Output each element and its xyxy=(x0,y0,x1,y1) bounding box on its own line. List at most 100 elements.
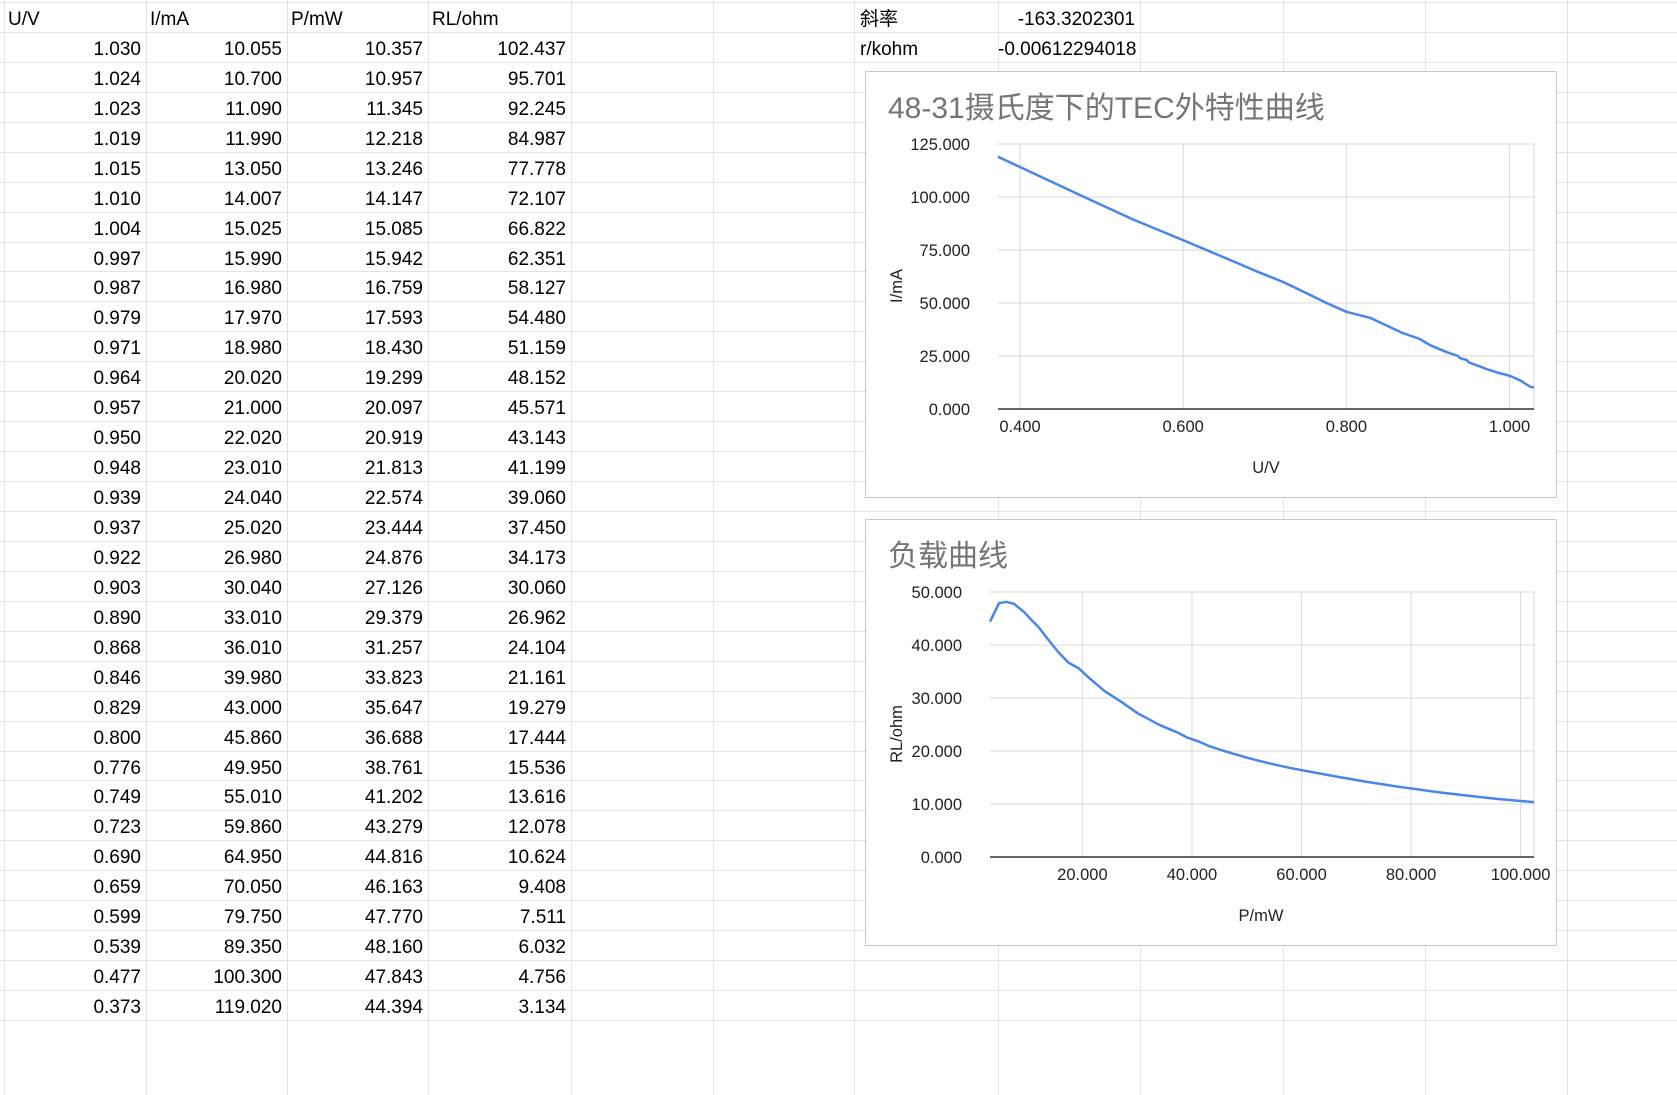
slope-value-cell[interactable]: -163.3202301 xyxy=(1017,9,1135,30)
data-cell[interactable]: 30.040 xyxy=(223,577,282,599)
data-cell[interactable]: 22.574 xyxy=(364,488,423,510)
header-cell[interactable]: I/mA xyxy=(150,9,190,30)
data-cell[interactable]: 0.776 xyxy=(93,757,141,779)
data-cell[interactable]: 0.971 xyxy=(93,338,141,360)
data-cell[interactable]: 18.430 xyxy=(364,338,423,360)
data-cell[interactable]: 20.919 xyxy=(364,428,423,450)
data-cell[interactable]: 18.980 xyxy=(223,338,282,360)
data-cell[interactable]: 13.050 xyxy=(223,158,282,180)
data-cell[interactable]: 92.245 xyxy=(507,98,566,120)
data-cell[interactable]: 36.010 xyxy=(223,637,282,659)
data-cell[interactable]: 59.860 xyxy=(223,817,282,839)
data-cell[interactable]: 64.950 xyxy=(223,847,282,869)
data-cell[interactable]: 26.980 xyxy=(223,547,282,569)
data-cell[interactable]: 35.647 xyxy=(364,697,423,719)
data-cell[interactable]: 22.020 xyxy=(223,428,282,450)
data-cell[interactable]: 0.922 xyxy=(93,547,141,569)
data-cell[interactable]: 0.948 xyxy=(93,458,141,480)
tec-characteristic-chart[interactable]: 48-31摄氏度下的TEC外特性曲线 U/V I/mA 0.000 25.000 5… xyxy=(865,71,1557,498)
data-cell[interactable]: 0.690 xyxy=(93,847,141,869)
data-cell[interactable]: 43.000 xyxy=(223,697,282,719)
data-cell[interactable]: 48.160 xyxy=(364,937,423,959)
data-cell[interactable]: 39.980 xyxy=(223,667,282,689)
data-cell[interactable]: 15.942 xyxy=(364,248,423,270)
data-cell[interactable]: 1.015 xyxy=(93,158,141,180)
data-cell[interactable]: 1.030 xyxy=(93,38,141,60)
data-cell[interactable]: 26.962 xyxy=(507,607,566,629)
load-curve-chart[interactable]: 负载曲线 P/mW RL/ohm 0.000 10.000 20.000 30.000… xyxy=(865,519,1557,946)
data-cell[interactable]: 45.860 xyxy=(223,727,282,749)
data-cell[interactable]: 54.480 xyxy=(507,308,566,330)
data-cell[interactable]: 89.350 xyxy=(223,937,282,959)
data-cell[interactable]: 46.163 xyxy=(364,877,423,899)
data-cell[interactable]: 95.701 xyxy=(507,68,566,90)
data-cell[interactable]: 0.846 xyxy=(93,667,141,689)
data-cell[interactable]: 0.937 xyxy=(93,517,141,539)
data-cell[interactable]: 0.890 xyxy=(93,607,141,629)
data-cell[interactable]: 43.279 xyxy=(364,817,423,839)
data-cell[interactable]: 10.700 xyxy=(223,68,282,90)
data-cell[interactable]: 37.450 xyxy=(507,517,566,539)
data-cell[interactable]: 20.020 xyxy=(223,368,282,390)
data-cell[interactable]: 0.723 xyxy=(93,817,141,839)
data-cell[interactable]: 38.761 xyxy=(364,757,423,779)
data-cell[interactable]: 10.624 xyxy=(507,847,566,869)
data-cell[interactable]: 12.218 xyxy=(364,128,423,150)
r-kohm-value-cell[interactable]: -0.00612294018 xyxy=(998,39,1137,60)
data-cell[interactable]: 0.868 xyxy=(93,637,141,659)
data-cell[interactable]: 0.987 xyxy=(93,278,141,300)
data-cell[interactable]: 11.345 xyxy=(366,98,423,120)
data-cell[interactable]: 3.134 xyxy=(518,997,566,1019)
data-cell[interactable]: 1.019 xyxy=(93,128,141,150)
data-cell[interactable]: 0.939 xyxy=(93,488,141,510)
data-cell[interactable]: 34.173 xyxy=(507,547,566,569)
data-cell[interactable]: 1.004 xyxy=(93,218,141,240)
data-cell[interactable]: 25.020 xyxy=(223,517,282,539)
data-cell[interactable]: 19.299 xyxy=(364,368,423,390)
data-cell[interactable]: 13.246 xyxy=(364,158,423,180)
data-cell[interactable]: 77.778 xyxy=(507,158,566,180)
header-cell[interactable]: U/V xyxy=(8,9,40,30)
data-cell[interactable]: 14.147 xyxy=(364,188,423,210)
data-cell[interactable]: 43.143 xyxy=(507,428,566,450)
data-cell[interactable]: 10.957 xyxy=(364,68,423,90)
data-cell[interactable]: 0.539 xyxy=(93,937,141,959)
data-cell[interactable]: 0.903 xyxy=(93,577,141,599)
data-cell[interactable]: 10.055 xyxy=(223,38,282,60)
slope-label-cell[interactable]: 斜率 xyxy=(860,9,899,30)
data-cell[interactable]: 58.127 xyxy=(507,278,566,300)
data-cell[interactable]: 15.085 xyxy=(364,218,423,240)
data-cell[interactable]: 24.876 xyxy=(364,547,423,569)
data-cell[interactable]: 1.024 xyxy=(93,68,141,90)
data-cell[interactable]: 84.987 xyxy=(507,128,566,150)
data-cell[interactable]: 30.060 xyxy=(507,577,566,599)
data-cell[interactable]: 48.152 xyxy=(507,368,566,390)
data-cell[interactable]: 119.020 xyxy=(214,997,282,1019)
data-cell[interactable]: 47.770 xyxy=(364,907,423,929)
data-cell[interactable]: 27.126 xyxy=(364,577,423,599)
data-cell[interactable]: 11.090 xyxy=(225,98,282,120)
data-cell[interactable]: 100.300 xyxy=(213,967,282,989)
data-cell[interactable]: 0.477 xyxy=(93,967,141,989)
data-cell[interactable]: 14.007 xyxy=(223,188,282,210)
data-cell[interactable]: 47.843 xyxy=(364,967,423,989)
data-cell[interactable]: 10.357 xyxy=(364,38,423,60)
data-cell[interactable]: 6.032 xyxy=(518,937,566,959)
data-cell[interactable]: 39.060 xyxy=(507,488,566,510)
data-cell[interactable]: 23.010 xyxy=(223,458,282,480)
data-cell[interactable]: 0.749 xyxy=(93,787,141,809)
data-cell[interactable]: 16.759 xyxy=(364,278,423,300)
data-cell[interactable]: 0.957 xyxy=(93,398,141,420)
data-cell[interactable]: 45.571 xyxy=(507,398,566,420)
data-cell[interactable]: 72.107 xyxy=(507,188,566,210)
data-cell[interactable]: 15.536 xyxy=(507,757,566,779)
data-cell[interactable]: 0.659 xyxy=(93,877,141,899)
data-cell[interactable]: 12.078 xyxy=(507,817,566,839)
data-cell[interactable]: 44.394 xyxy=(364,997,423,1019)
data-cell[interactable]: 1.010 xyxy=(93,188,141,210)
data-cell[interactable]: 102.437 xyxy=(497,38,566,60)
data-cell[interactable]: 24.104 xyxy=(507,637,566,659)
data-cell[interactable]: 36.688 xyxy=(364,727,423,749)
data-cell[interactable]: 66.822 xyxy=(507,218,566,240)
data-cell[interactable]: 79.750 xyxy=(223,907,282,929)
